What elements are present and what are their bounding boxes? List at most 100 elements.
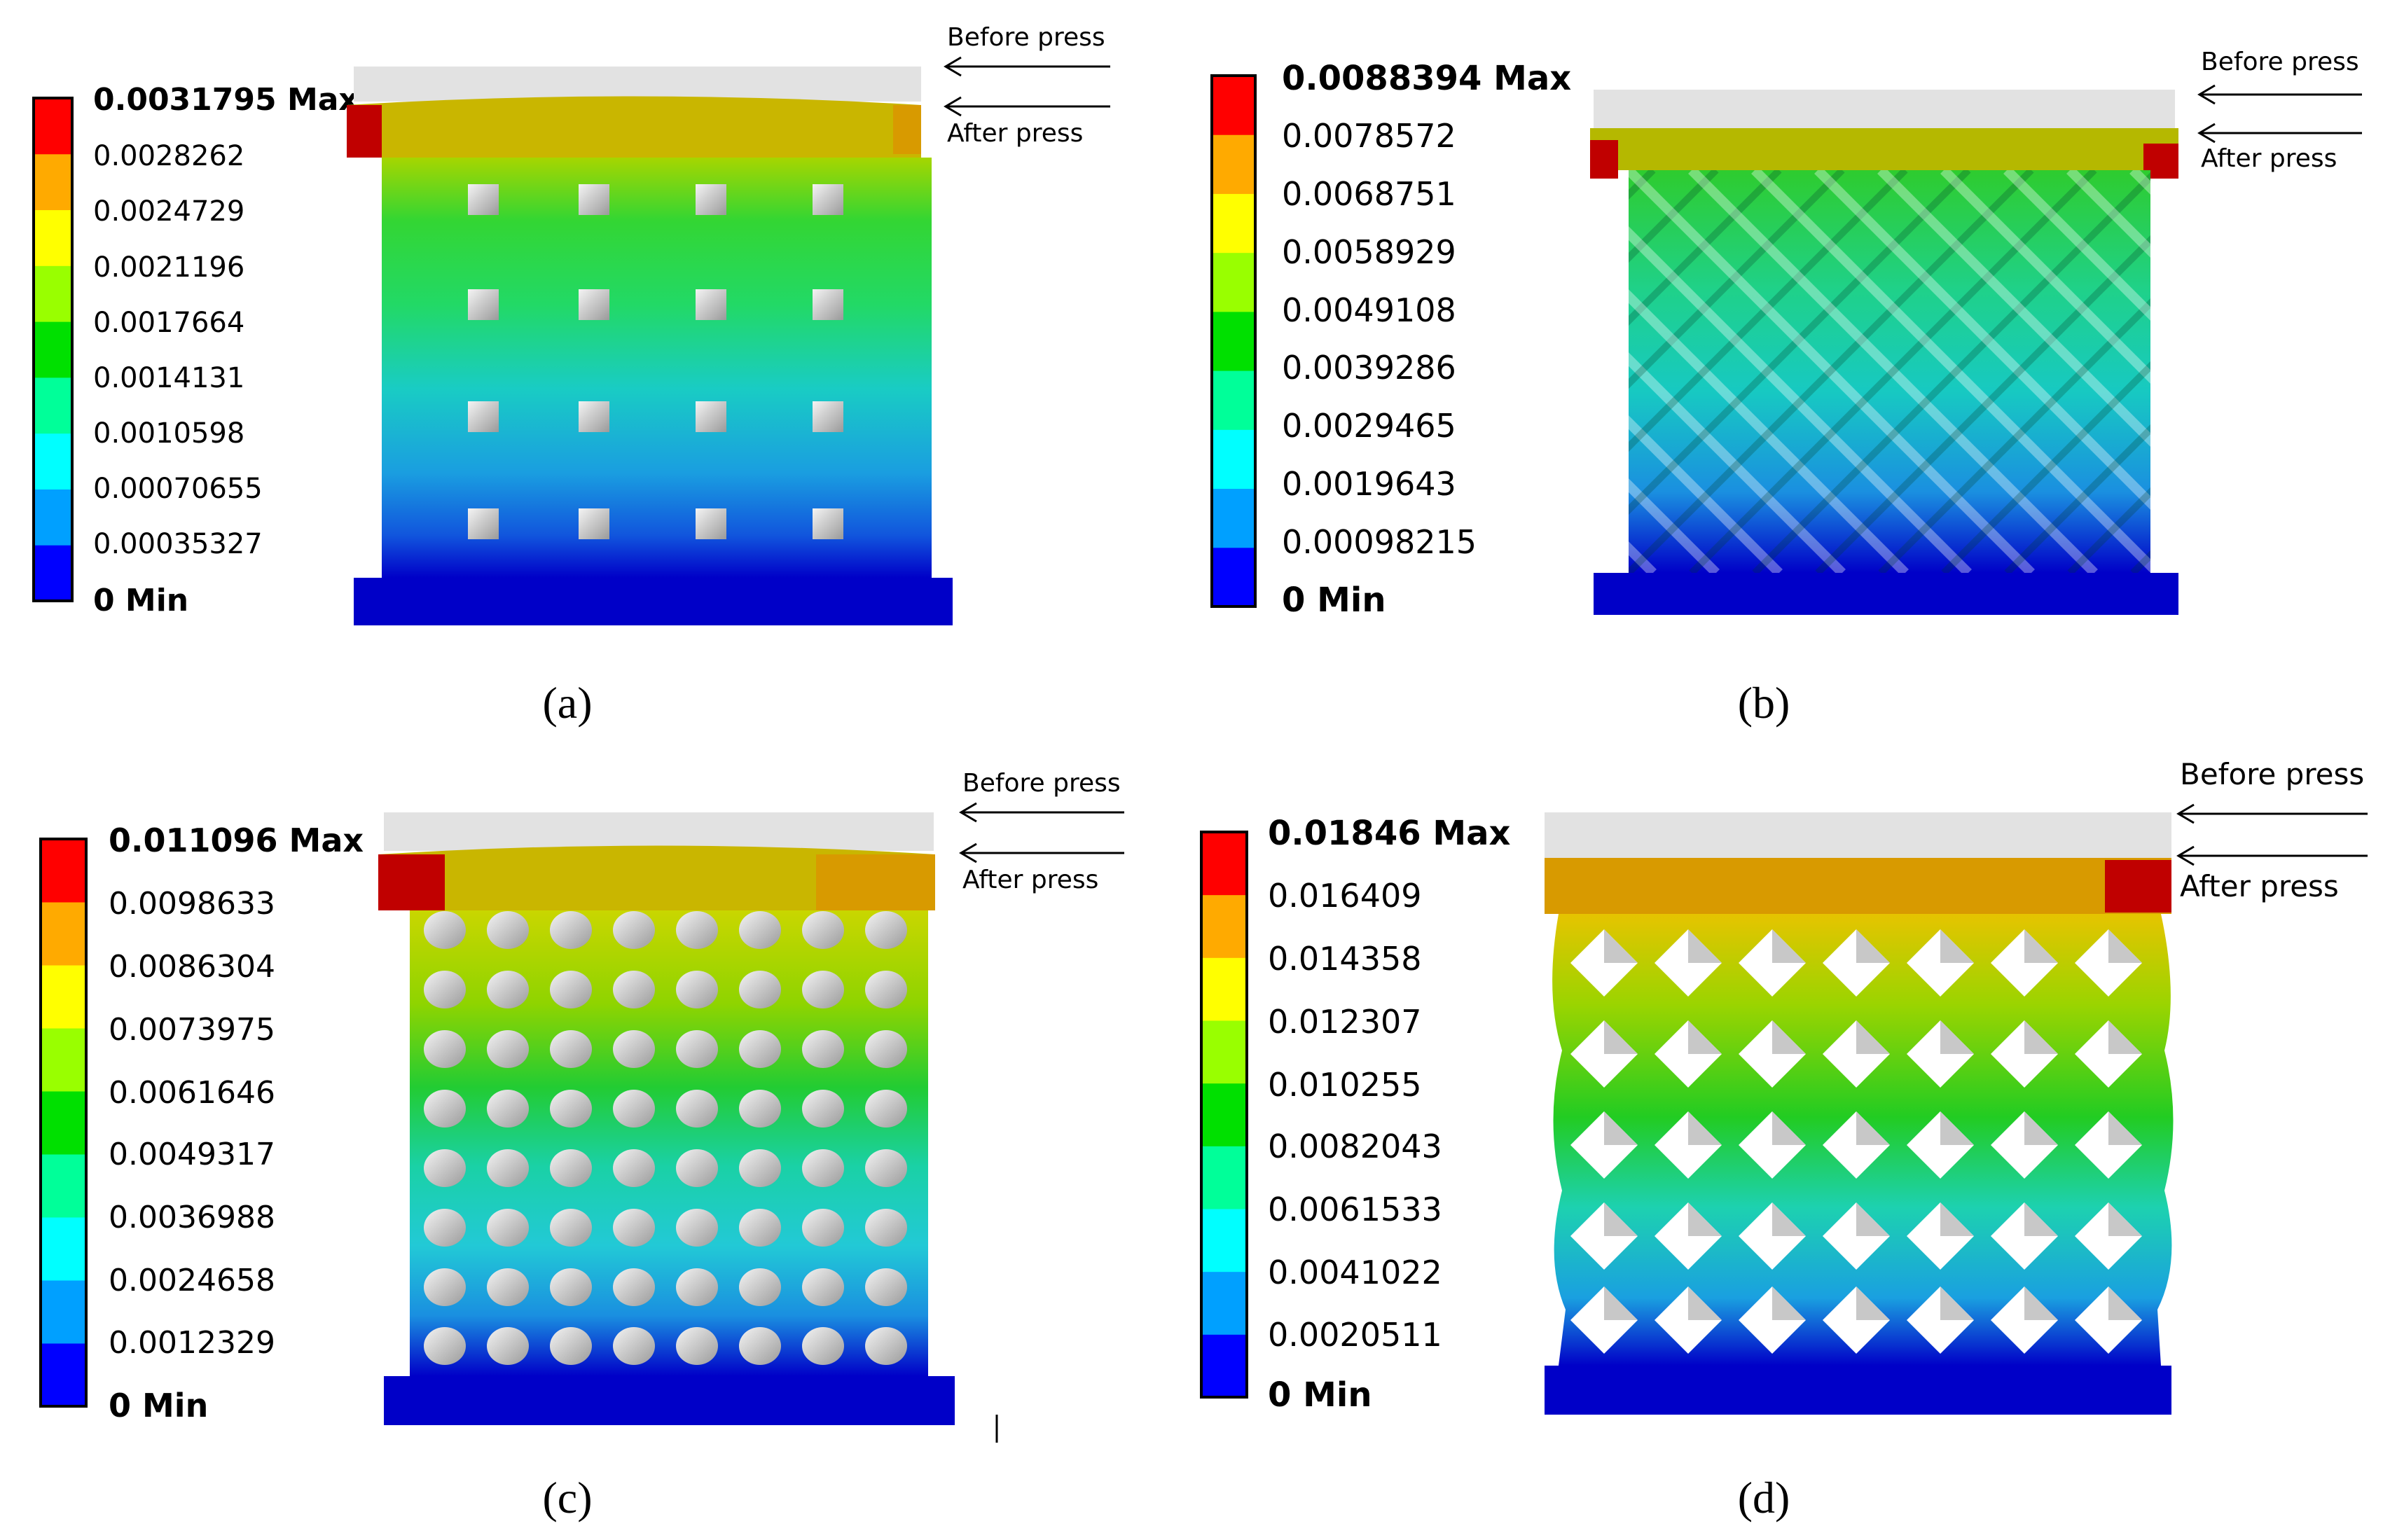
panel-c-hole-49 bbox=[487, 1268, 529, 1306]
panel-d-cell-shade-22 bbox=[1688, 1202, 1722, 1236]
panel-b-strut-23 bbox=[1941, 361, 2150, 573]
panel-d-cell-shade-28 bbox=[1604, 1286, 1638, 1320]
panel-d-colorbar bbox=[1200, 831, 1248, 1399]
panel-a-top-plate-after bbox=[347, 96, 921, 158]
panel-b-strut-10 bbox=[1629, 226, 1972, 573]
panel-b-strut-21 bbox=[1878, 298, 2150, 573]
panel-b-strut-15 bbox=[1689, 170, 2097, 573]
panel-b-strut-33 bbox=[2259, 170, 2383, 573]
panel-d-before-arrowhead bbox=[2176, 803, 2195, 824]
panel-b-legend-label-0: 0.0088394 Max bbox=[1282, 59, 1571, 98]
panel-d-lattice-model bbox=[1545, 812, 2174, 1415]
panel-b-body bbox=[1629, 170, 2150, 573]
panel-a-legend-label-9: 0 Min bbox=[93, 583, 188, 618]
panel-d-cell-shade-2 bbox=[1772, 929, 1806, 963]
panel-c-hole-21 bbox=[739, 1030, 781, 1068]
panel-d-colorbar-segment-2 bbox=[1201, 1209, 1247, 1272]
panel-b-legend: 0.0088394 Max 0.0078572 0.0068751 0.0058… bbox=[1282, 59, 1571, 620]
panel-c-legend-label-9: 0 Min bbox=[109, 1387, 208, 1424]
panel-c-colorbar-segment-2 bbox=[41, 1217, 86, 1281]
panel-d-arrows: Before press After press bbox=[2176, 757, 2368, 903]
panel-c-hole-40 bbox=[424, 1209, 466, 1247]
panel-b-strut-35 bbox=[2322, 170, 2383, 573]
panel-c-legend: 0.011096 Max 0.0098633 0.0086304 0.00739… bbox=[109, 821, 364, 1424]
panel-c-body bbox=[410, 910, 928, 1376]
panel-b-strut-26 bbox=[2066, 170, 2150, 258]
panel-b-corner-left bbox=[1590, 140, 1618, 179]
panel-d-legend-label-2: 0.014358 bbox=[1268, 940, 1422, 978]
panel-d-cell-shade-21 bbox=[1604, 1202, 1638, 1236]
panel-b-strut-24 bbox=[2003, 170, 2150, 321]
panel-a-arrows: Before press After press bbox=[944, 23, 1110, 148]
panel-b-strut-22 bbox=[1940, 170, 2150, 384]
panel-a-top-plate-before bbox=[354, 67, 921, 102]
panel-d-cell-shade-17 bbox=[1856, 1111, 1890, 1145]
panel-a-hole-12 bbox=[468, 508, 499, 539]
panel-d-cell-shade-20 bbox=[2108, 1111, 2142, 1145]
panel-c: 0.011096 Max 0.0098633 0.0086304 0.00739… bbox=[39, 769, 1124, 1522]
panel-b-after-label: After press bbox=[2201, 144, 2337, 173]
panel-c-hole-53 bbox=[739, 1268, 781, 1306]
panel-b-strut-13 bbox=[1629, 170, 2034, 573]
panel-a-hole-4 bbox=[468, 289, 499, 320]
panel-c-after-label: After press bbox=[962, 866, 1098, 894]
panel-a-legend-label-3: 0.0021196 bbox=[93, 251, 244, 284]
panel-c-corner-right bbox=[816, 854, 935, 910]
panel-a-hole-10 bbox=[696, 401, 726, 432]
panel-d-legend-label-6: 0.0061533 bbox=[1268, 1191, 1442, 1228]
panel-a-colorbar-segment-0 bbox=[34, 545, 72, 602]
panel-c-colorbar-segment-3 bbox=[41, 1154, 86, 1218]
panel-b-strut-18 bbox=[1814, 170, 2150, 510]
panel-a-colorbar-segment-7 bbox=[34, 153, 72, 211]
panel-b-strut-20 bbox=[1877, 170, 2150, 447]
panel-d-cell-shade-3 bbox=[1856, 929, 1890, 963]
panel-a-colorbar-frame bbox=[32, 97, 74, 602]
panel-c-hole-52 bbox=[676, 1268, 718, 1306]
panel-c-hole-55 bbox=[865, 1268, 907, 1306]
panel-b-legend-label-3: 0.0058929 bbox=[1282, 233, 1456, 271]
panel-a-corner-left bbox=[347, 105, 382, 158]
panel-b-colorbar-segment-4 bbox=[1212, 311, 1255, 371]
panel-c-holes bbox=[424, 911, 907, 1365]
panel-c-colorbar-segment-5 bbox=[41, 1028, 86, 1092]
panel-c-legend-label-5: 0.0049317 bbox=[109, 1137, 275, 1172]
panel-d-cell-shade-7 bbox=[1604, 1020, 1638, 1054]
panel-b-before-label: Before press bbox=[2201, 48, 2359, 76]
panel-d-cell-shade-32 bbox=[1940, 1286, 1974, 1320]
panel-c-hole-19 bbox=[613, 1030, 655, 1068]
panel-a-legend-label-5: 0.0014131 bbox=[93, 362, 244, 394]
panel-a-colorbar-segment-3 bbox=[34, 377, 72, 434]
panel-a-hole-9 bbox=[579, 401, 609, 432]
panel-c-hole-43 bbox=[613, 1209, 655, 1247]
panel-d-cell-shade-18 bbox=[1940, 1111, 1974, 1145]
panel-d-legend-label-3: 0.012307 bbox=[1268, 1003, 1422, 1041]
panel-c-hole-54 bbox=[802, 1268, 844, 1306]
panel-c-top-plate-after bbox=[378, 845, 935, 910]
panel-c-hole-59 bbox=[613, 1327, 655, 1365]
panel-d-bottom-plate bbox=[1545, 1366, 2171, 1415]
panel-c-colorbar-segment-8 bbox=[41, 839, 86, 903]
panel-b-strut-4 bbox=[1629, 415, 1783, 573]
panel-d-cell-shade-6 bbox=[2108, 929, 2142, 963]
panel-c-arrows: Before press After press bbox=[959, 769, 1124, 894]
panel-c-legend-label-1: 0.0098633 bbox=[109, 886, 275, 922]
panel-c-legend-label-2: 0.0086304 bbox=[109, 949, 275, 985]
panel-b-arrows: Before press After press bbox=[2197, 48, 2362, 173]
panel-c-hole-17 bbox=[487, 1030, 529, 1068]
panel-a-legend-label-8: 0.00035327 bbox=[93, 528, 263, 560]
panel-b-strut-27 bbox=[2067, 487, 2150, 573]
panel-a-colorbar bbox=[32, 97, 74, 602]
panel-b-before-arrowhead bbox=[2197, 84, 2216, 105]
panel-a-legend-label-7: 0.00070655 bbox=[93, 473, 263, 505]
panel-b-strut-9 bbox=[1629, 170, 1908, 452]
panel-c-hole-48 bbox=[424, 1268, 466, 1306]
panel-b-colorbar bbox=[1210, 74, 1257, 608]
panel-a-before-label: Before press bbox=[947, 23, 1105, 52]
panel-c-hole-44 bbox=[676, 1209, 718, 1247]
panel-a-hole-11 bbox=[813, 401, 843, 432]
panel-b-colorbar-frame bbox=[1210, 74, 1257, 608]
panel-c-hole-27 bbox=[613, 1090, 655, 1128]
panel-c-legend-label-7: 0.0024658 bbox=[109, 1263, 275, 1298]
panel-d-cell-shade-0 bbox=[1604, 929, 1638, 963]
